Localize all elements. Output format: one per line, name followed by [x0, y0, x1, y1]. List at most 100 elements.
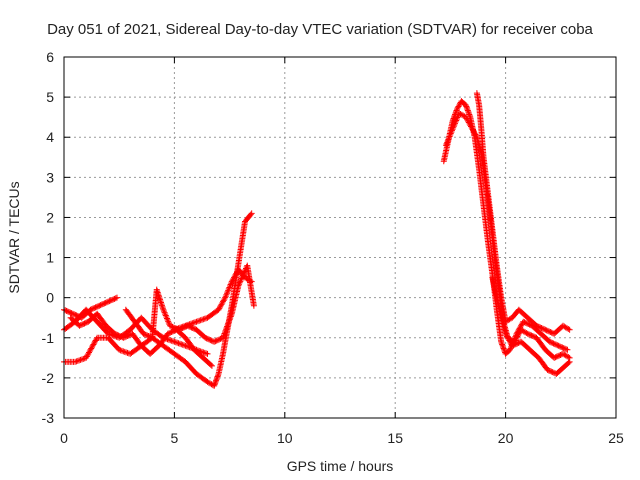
axis-ticks: -3 -2 -1 0 1 2 3 4 5 6 0 5 10 15 20 25	[42, 49, 624, 446]
data-point	[175, 340, 182, 347]
data-point	[95, 303, 102, 310]
data-point	[103, 299, 110, 306]
data-points	[61, 90, 573, 389]
x-tick-label: 10	[277, 430, 293, 446]
data-point	[549, 369, 556, 376]
data-point	[91, 338, 98, 345]
y-tick-label: -3	[42, 410, 55, 426]
data-point	[88, 306, 95, 313]
data-point	[213, 337, 220, 344]
data-point	[510, 342, 517, 349]
data-point	[200, 349, 207, 356]
data-point	[227, 282, 234, 289]
data-point	[446, 133, 453, 140]
plot-frame	[63, 56, 617, 419]
data-point	[229, 277, 236, 284]
data-point	[544, 327, 551, 334]
data-point	[166, 322, 173, 329]
data-point	[462, 114, 469, 121]
data-point	[170, 338, 177, 345]
data-point	[247, 277, 254, 284]
data-point	[80, 321, 87, 328]
data-point	[66, 308, 73, 315]
data-point	[515, 330, 522, 337]
data-point	[454, 104, 461, 111]
data-point	[182, 322, 189, 329]
data-point	[465, 119, 472, 126]
data-point	[228, 278, 235, 285]
x-tick-label: 25	[608, 430, 624, 446]
data-point	[68, 310, 75, 317]
data-point	[74, 357, 81, 364]
data-point	[456, 102, 463, 109]
data-point	[565, 354, 572, 361]
data-point	[140, 330, 147, 337]
data-point	[168, 337, 175, 344]
data-point	[101, 300, 108, 307]
data-point	[93, 303, 100, 310]
data-point	[76, 322, 83, 329]
data-point	[186, 321, 193, 328]
data-point	[533, 322, 540, 329]
data-point	[546, 338, 553, 345]
data-point	[72, 311, 79, 318]
data-point	[235, 282, 242, 289]
data-point	[78, 321, 85, 328]
data-point	[527, 331, 534, 338]
data-point	[80, 355, 87, 362]
data-point	[553, 341, 560, 348]
data-point	[550, 340, 557, 347]
data-point	[524, 320, 531, 327]
data-point	[165, 319, 172, 326]
data-point	[543, 327, 550, 334]
data-point	[468, 124, 475, 131]
y-tick-label: 1	[46, 250, 54, 266]
data-point	[100, 300, 107, 307]
x-tick-label: 20	[498, 430, 514, 446]
data-point	[221, 296, 228, 303]
data-point	[227, 281, 234, 288]
data-point	[237, 276, 244, 283]
data-point	[176, 340, 183, 347]
x-tick-label: 15	[387, 430, 403, 446]
data-point	[207, 337, 214, 344]
data-point	[115, 332, 122, 339]
data-point	[444, 139, 451, 146]
data-point	[218, 301, 225, 308]
data-point	[118, 333, 125, 340]
data-point	[525, 331, 532, 338]
data-point	[534, 323, 541, 330]
data-point	[556, 343, 563, 350]
data-point	[201, 315, 208, 322]
data-point	[162, 311, 169, 318]
data-point	[108, 296, 115, 303]
data-point	[161, 309, 168, 316]
data-point	[507, 346, 514, 353]
data-point	[525, 321, 532, 328]
data-point	[509, 342, 516, 349]
data-point	[165, 336, 172, 343]
data-point	[106, 298, 113, 305]
data-point	[194, 318, 201, 325]
data-point	[545, 367, 552, 374]
data-point	[561, 345, 568, 352]
data-point	[67, 309, 74, 316]
data-point	[444, 137, 451, 144]
data-point	[548, 339, 555, 346]
data-point	[143, 331, 150, 338]
y-tick-label: 6	[46, 49, 54, 65]
y-tick-label: -1	[42, 330, 55, 346]
y-tick-label: 2	[46, 209, 54, 225]
data-point	[116, 333, 123, 340]
data-point	[162, 312, 169, 319]
data-point	[89, 342, 96, 349]
y-tick-label: -2	[42, 370, 55, 386]
data-point	[556, 352, 563, 359]
data-point	[81, 320, 88, 327]
data-point	[201, 349, 208, 356]
data-point	[181, 342, 188, 349]
data-point	[223, 324, 230, 331]
data-point	[116, 346, 123, 353]
data-point	[160, 308, 167, 315]
data-point	[220, 333, 227, 340]
